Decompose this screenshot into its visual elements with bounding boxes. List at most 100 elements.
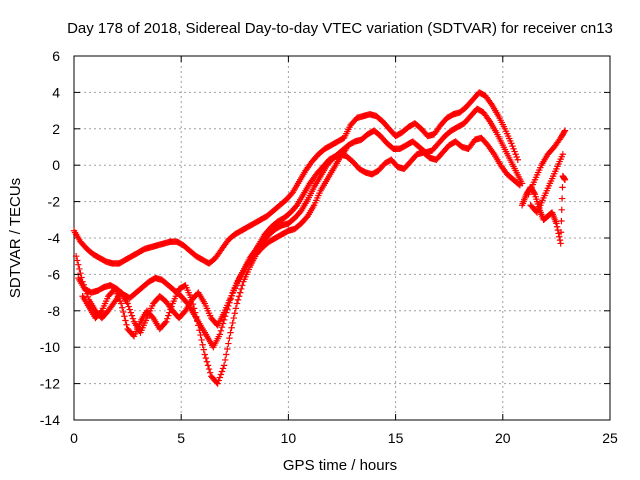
data-point-arc-4 <box>168 303 175 310</box>
data-point-arc-4 <box>227 329 234 336</box>
data-point-arc-3 <box>74 257 81 264</box>
data-point-arc-3 <box>84 293 92 301</box>
data-point-arc-1 <box>487 100 495 107</box>
data-point-arc-3 <box>125 303 132 310</box>
data-point-arc-4 <box>198 336 205 344</box>
data-point-arc-4 <box>123 321 130 328</box>
data-point-arc-4 <box>199 341 206 348</box>
data-point-arc-4 <box>225 340 232 347</box>
x-axis-tick-labels: 0 5 10 15 20 25 <box>70 430 618 446</box>
data-point-arc-4 <box>233 300 241 307</box>
data-point-arc-6 <box>557 229 565 236</box>
data-point-arc-4 <box>206 369 214 376</box>
data-point-arc-6 <box>558 195 566 202</box>
data-point-arc-1 <box>514 156 522 163</box>
y-tick-label: -2 <box>48 194 61 210</box>
data-point-arc-3 <box>78 274 85 281</box>
y-tick-label: -4 <box>48 230 61 246</box>
x-tick-label: 5 <box>177 430 185 446</box>
data-point-arc-4 <box>217 371 225 378</box>
y-tick-label: 0 <box>52 157 60 173</box>
data-point-arc-4 <box>97 308 104 316</box>
y-axis-label: SDTVAR / TECUs <box>7 178 24 298</box>
data-point-arc-4 <box>226 334 233 342</box>
data-point-arc-4 <box>194 317 201 325</box>
data-point-arc-2 <box>217 327 225 335</box>
data-point-arc-3 <box>72 253 80 260</box>
data-point-arc-4 <box>228 324 235 331</box>
data-point-arc-5 <box>559 151 567 158</box>
data-point-arc-6 <box>558 206 565 213</box>
data-point-arc-5 <box>561 128 568 136</box>
data-point-arc-6 <box>553 220 560 227</box>
data-point-arc-4 <box>200 346 207 353</box>
data-point-arc-3 <box>76 265 83 273</box>
data-point-arc-4 <box>342 147 349 154</box>
data-point-arc-3 <box>489 149 497 156</box>
data-point-arc-4 <box>117 300 125 307</box>
data-point-arc-4 <box>190 305 198 312</box>
x-tick-label: 25 <box>602 430 618 446</box>
data-point-arc-4 <box>219 365 227 372</box>
data-point-arc-3 <box>82 287 89 294</box>
data-point-arc-4 <box>119 304 126 311</box>
data-point-arc-4 <box>218 368 226 375</box>
data-point-arc-4 <box>197 331 204 339</box>
data-point-arc-6 <box>553 223 561 230</box>
data-point-arc-4 <box>121 313 128 320</box>
y-tick-label: -6 <box>48 266 61 282</box>
data-point-arc-3 <box>128 312 136 319</box>
data-point-arc-6 <box>556 236 564 244</box>
data-point-arc-4 <box>214 380 221 387</box>
data-point-arc-4 <box>215 377 222 384</box>
data-point-arc-4 <box>196 327 203 334</box>
data-point-arc-4 <box>164 315 171 322</box>
data-point-arc-3 <box>79 278 86 285</box>
data-point-arc-2 <box>218 323 226 331</box>
data-point-arc-4 <box>165 312 172 319</box>
data-point-arc-4 <box>203 358 211 365</box>
y-tick-label: 6 <box>52 48 60 64</box>
data-point-arc-4 <box>189 300 197 308</box>
data-point-arc-2 <box>485 116 493 124</box>
data-point-arc-4 <box>122 317 129 324</box>
data-point-arc-4 <box>120 308 127 316</box>
data-point-arc-4 <box>216 374 223 381</box>
data-point-arc-3 <box>75 261 82 268</box>
x-tick-label: 20 <box>495 430 511 446</box>
data-point-arc-4 <box>221 356 229 364</box>
y-tick-label: -14 <box>40 412 60 428</box>
y-tick-label: -10 <box>40 339 60 355</box>
data-point-arc-3 <box>127 309 135 316</box>
data-point-arc-5 <box>561 127 569 134</box>
data-point-arc-4 <box>205 365 213 373</box>
data-point-arc-4 <box>161 319 169 327</box>
y-axis-tick-labels: -14 -12 -10 -8 -6 -4 -2 0 2 4 6 <box>40 48 60 428</box>
data-point-arc-4 <box>188 296 196 304</box>
y-tick-label: -12 <box>40 376 60 392</box>
data-point-arc-4 <box>236 289 244 296</box>
data-point-arc-6 <box>561 176 569 183</box>
data-point-arc-3 <box>515 181 523 188</box>
axis-ticks <box>73 55 611 421</box>
data-point-arc-4 <box>220 362 228 369</box>
data-point-arc-4 <box>201 351 208 358</box>
data-point-arc-6 <box>559 184 566 191</box>
data-point-arc-4 <box>162 318 170 325</box>
data-point-arc-3 <box>516 182 524 189</box>
data-point-arc-4 <box>234 296 242 304</box>
data-point-arc-4 <box>235 293 243 300</box>
data-point-arc-2 <box>216 331 223 338</box>
data-point-arc-4 <box>238 285 245 293</box>
data-point-arc-3 <box>83 290 91 298</box>
data-point-arc-6 <box>558 217 565 225</box>
data-point-arc-4 <box>204 362 212 369</box>
data-points <box>70 89 569 387</box>
x-axis-label: GPS time / hours <box>283 457 397 474</box>
chart-title: Day 178 of 2018, Sidereal Day-to-day VTE… <box>67 20 613 37</box>
data-point-arc-4 <box>229 319 236 327</box>
data-point-arc-3 <box>80 281 87 288</box>
data-point-arc-3 <box>124 300 131 307</box>
data-point-arc-4 <box>343 145 350 153</box>
